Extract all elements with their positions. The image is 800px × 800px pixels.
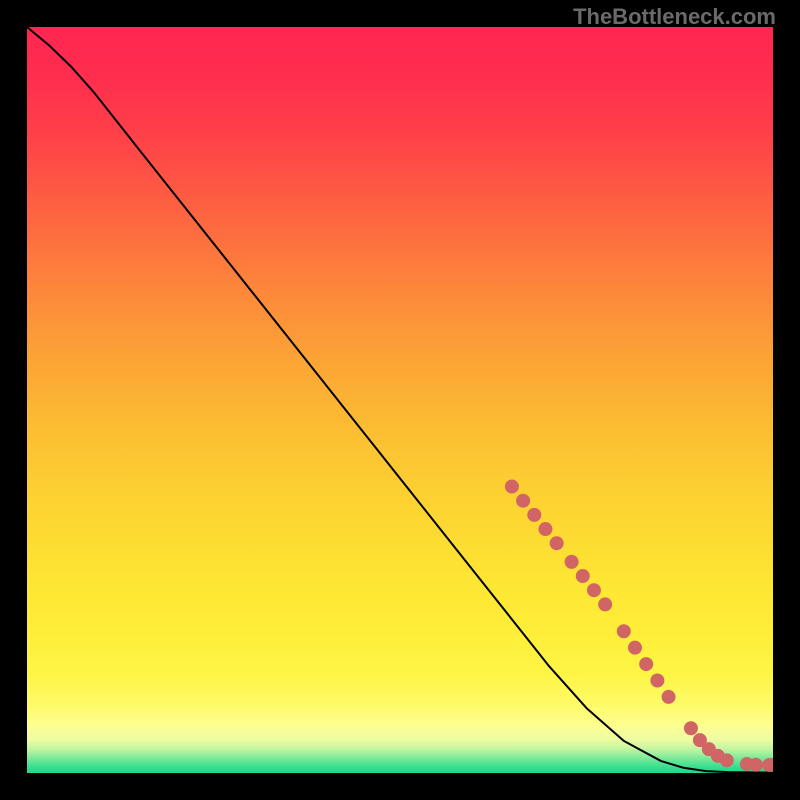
data-point (517, 494, 530, 507)
data-point (528, 508, 541, 521)
data-point (662, 690, 675, 703)
data-point (684, 722, 697, 735)
data-point (576, 570, 589, 583)
data-point (587, 584, 600, 597)
chart-svg (27, 27, 773, 773)
data-point (720, 754, 733, 767)
data-point (539, 523, 552, 536)
gradient-background (27, 27, 773, 773)
data-point (651, 674, 664, 687)
plot-area (27, 27, 773, 773)
data-point (628, 641, 641, 654)
data-point (640, 658, 653, 671)
data-point (749, 758, 762, 771)
data-point (550, 537, 563, 550)
data-point (565, 555, 578, 568)
data-point (599, 598, 612, 611)
data-point (505, 480, 518, 493)
data-point (617, 625, 630, 638)
watermark-text: TheBottleneck.com (573, 4, 776, 30)
